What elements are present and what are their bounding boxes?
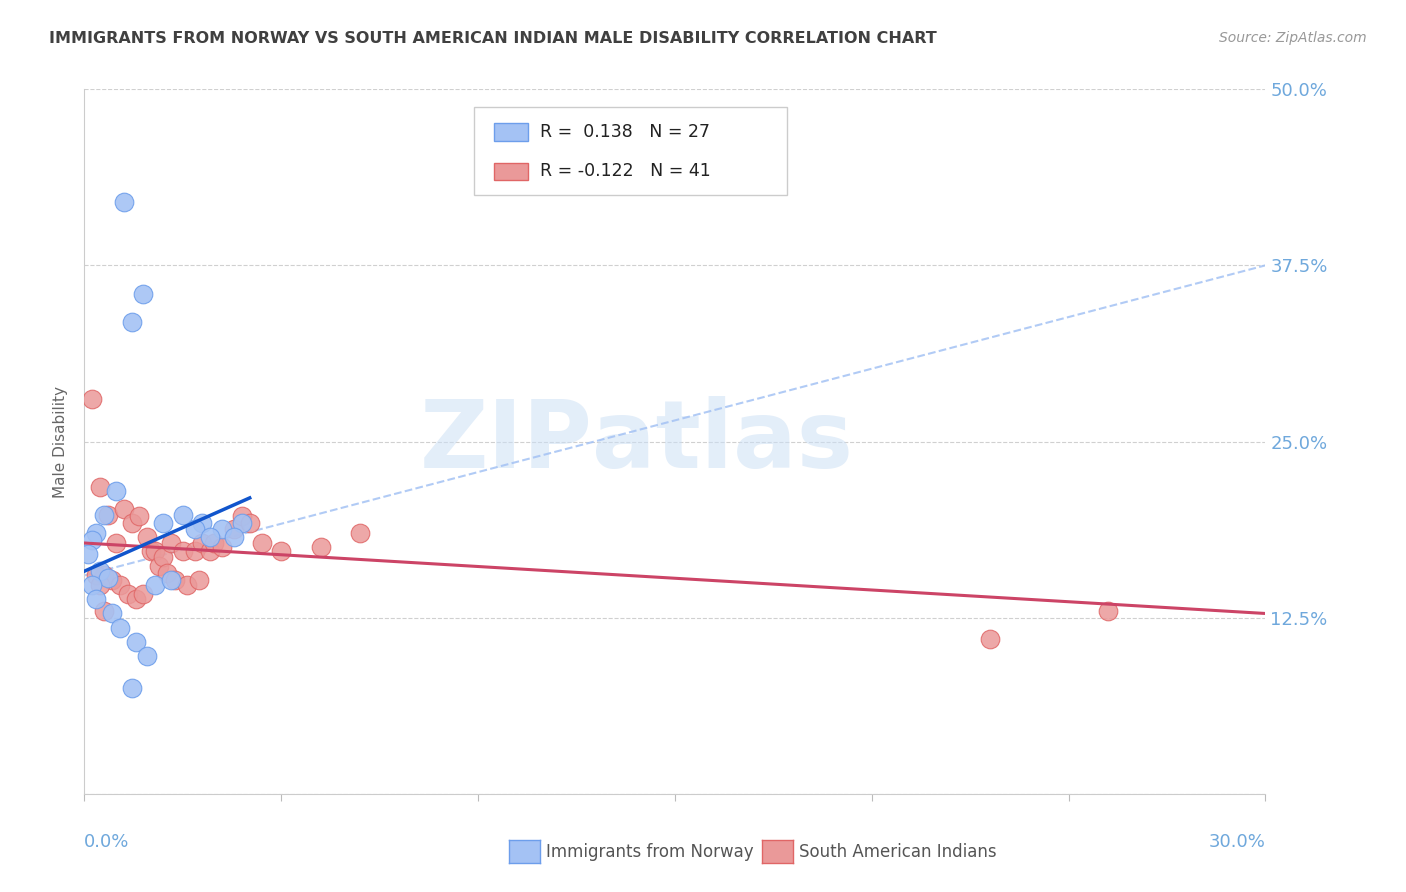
Point [97,508,120,522]
Text: 0.0%: 0.0% [84,832,129,851]
Point [183,522,205,536]
Point [128,509,150,524]
Point [108,621,131,635]
Text: Immigrants from Norway: Immigrants from Norway [546,843,754,861]
Point [101,607,124,621]
Point [132,587,155,601]
Point [191,516,214,531]
Point [136,648,159,663]
Point [211,541,233,555]
Point [309,541,332,555]
Text: IMMIGRANTS FROM NORWAY VS SOUTH AMERICAN INDIAN MALE DISABILITY CORRELATION CHAR: IMMIGRANTS FROM NORWAY VS SOUTH AMERICAN… [49,31,936,46]
Point [132,286,155,301]
Point [117,587,139,601]
Point [89,564,111,578]
FancyBboxPatch shape [494,123,529,141]
Point [231,516,253,531]
Point [191,536,214,550]
Point [250,536,273,550]
Point [82,578,104,592]
Point [211,522,233,536]
Point [172,508,194,522]
Point [124,634,146,648]
Point [152,550,174,565]
Text: R = -0.122   N = 41: R = -0.122 N = 41 [540,162,710,180]
FancyBboxPatch shape [474,107,787,194]
Point [121,315,143,329]
Point [222,530,245,544]
Point [172,544,194,558]
Point [231,509,253,524]
Y-axis label: Male Disability: Male Disability [53,385,69,498]
Point [124,592,146,607]
Text: 30.0%: 30.0% [1209,832,1265,851]
Point [270,544,292,558]
Point [979,632,1001,646]
Text: Source: ZipAtlas.com: Source: ZipAtlas.com [1219,31,1367,45]
Point [97,571,120,585]
Point [160,536,183,550]
Point [93,568,115,582]
Point [163,573,186,587]
Point [112,502,135,516]
Point [93,604,115,618]
Point [89,480,111,494]
Point [82,392,104,407]
Point [141,544,163,558]
Point [202,536,225,550]
Text: R =  0.138   N = 27: R = 0.138 N = 27 [540,123,710,141]
Point [89,578,111,592]
Point [77,547,100,561]
Point [84,592,107,607]
FancyBboxPatch shape [494,162,529,180]
Point [1097,604,1119,618]
Point [200,544,222,558]
Point [176,578,198,592]
Point [104,483,127,498]
Point [84,568,107,582]
Point [222,522,245,536]
Point [148,558,170,573]
Point [108,578,131,592]
Text: South American Indians: South American Indians [799,843,997,861]
Point [121,516,143,531]
Point [156,566,179,580]
Point [200,530,222,544]
Point [143,578,166,592]
Point [104,536,127,550]
Point [93,508,115,522]
Point [183,544,205,558]
Point [143,544,166,558]
Point [152,516,174,531]
Point [82,533,104,548]
Text: ZIP: ZIP [419,395,592,488]
Point [239,516,262,531]
Point [160,573,183,587]
Point [187,573,209,587]
Point [101,573,124,587]
Point [136,530,159,544]
Point [349,526,371,541]
Point [121,681,143,696]
Point [84,526,107,541]
Text: atlas: atlas [592,395,853,488]
Point [112,194,135,209]
